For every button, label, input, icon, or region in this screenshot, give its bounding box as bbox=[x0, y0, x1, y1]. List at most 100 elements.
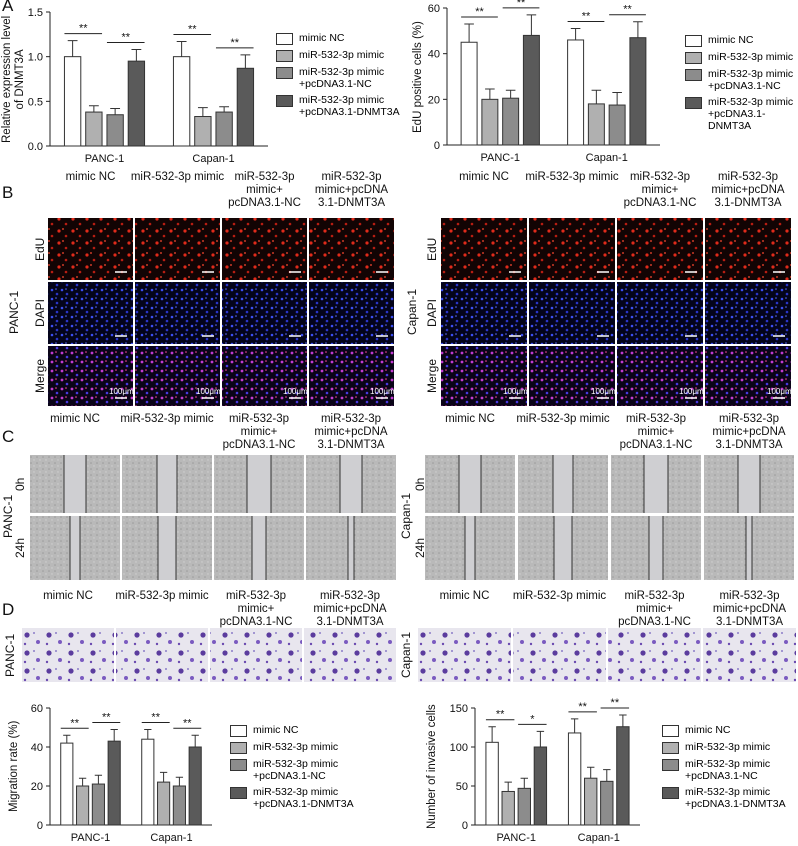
legend-label: miR-532-3p mimic bbox=[708, 51, 794, 63]
legend-swatch bbox=[685, 52, 702, 64]
legend-swatch bbox=[662, 787, 679, 799]
legend-entry: mimic NC bbox=[230, 724, 354, 737]
x-tick-label: PANC-1 bbox=[85, 153, 125, 165]
legend-entry: miR-532-3p mimic +pcDNA3.1-NC bbox=[276, 66, 400, 90]
x-tick-label: Capan-1 bbox=[586, 152, 628, 164]
y-tick-label: 1.5 bbox=[28, 7, 43, 19]
y-tick-label: 60 bbox=[428, 3, 440, 15]
bar bbox=[60, 742, 74, 826]
wound-edge bbox=[553, 516, 573, 580]
error-bar bbox=[591, 89, 602, 104]
legend-entry: miR-532-3p mimic +pcDNA3.1-NC bbox=[230, 758, 354, 782]
error-bar bbox=[464, 23, 474, 43]
panel-letter: A bbox=[2, 0, 14, 15]
micrograph bbox=[222, 282, 307, 344]
column-header: miR-532-3p mimic bbox=[115, 590, 209, 602]
legend-swatch bbox=[685, 35, 702, 47]
legend-label: miR-532-3p mimic +pcDNA3.1-DNMT3A bbox=[685, 786, 786, 810]
significance-label: ** bbox=[183, 717, 192, 729]
significance-label: * bbox=[530, 713, 535, 725]
cell-line-label: Capan-1 bbox=[398, 492, 413, 539]
error-bar bbox=[67, 40, 78, 57]
column-header: miR-532-3p mimic+pcDNA 3.1-DNMT3A bbox=[712, 413, 786, 451]
bar bbox=[485, 741, 499, 826]
bar bbox=[616, 726, 630, 826]
panel-letter: C bbox=[2, 427, 15, 446]
wound-gap bbox=[340, 455, 362, 513]
bar bbox=[587, 103, 605, 146]
scale-bar-label: 100μm bbox=[503, 387, 528, 396]
legend-label: miR-532-3p mimic +pcDNA3.1-DNMT3A bbox=[299, 94, 400, 118]
legend-label: miR-532-3p mimic bbox=[299, 49, 385, 61]
bar bbox=[141, 738, 155, 826]
bar bbox=[481, 98, 499, 146]
micrograph bbox=[705, 346, 791, 406]
bar bbox=[188, 746, 202, 826]
wound-gap bbox=[348, 516, 354, 580]
wound-gap bbox=[649, 516, 663, 580]
column-header: miR-532-3p mimic+ pcDNA3.1-NC bbox=[219, 590, 293, 628]
legend-entry: miR-532-3p mimic bbox=[230, 741, 354, 754]
wound-edge bbox=[643, 455, 669, 513]
legend-entry: miR-532-3p mimic bbox=[662, 741, 786, 754]
significance-label: ** bbox=[151, 711, 160, 723]
wound-edge bbox=[737, 455, 761, 513]
legend-entry: mimic NC bbox=[276, 32, 400, 45]
row-label: EdU bbox=[424, 237, 439, 261]
column-header: mimic NC bbox=[65, 171, 116, 183]
bar bbox=[629, 37, 647, 146]
y-axis-label: EdU positive cells (%) bbox=[411, 20, 424, 133]
legend-entry: miR-532-3p mimic +pcDNA3.1-DNMT3A bbox=[230, 786, 354, 810]
legend-label: miR-532-3p mimic +pcDNA3.1-NC bbox=[253, 758, 339, 782]
time-label: 0h bbox=[12, 477, 27, 491]
micrograph bbox=[513, 628, 606, 682]
significance-label: ** bbox=[79, 23, 88, 35]
legend-label: mimic NC bbox=[299, 32, 345, 44]
legend-entry: miR-532-3p mimic +pcDNA3.1-NC bbox=[662, 758, 786, 782]
legend-entry: miR-532-3p mimic +pcDNA3.1-DNMT3A bbox=[276, 94, 400, 118]
legend: mimic NC miR-532-3p mimic miR-532-3p mimic… bbox=[685, 34, 798, 132]
significance-label: ** bbox=[230, 37, 239, 49]
significance-label: ** bbox=[578, 701, 587, 713]
bar bbox=[522, 34, 540, 146]
bar bbox=[215, 111, 233, 147]
column-header: miR-532-3p mimic bbox=[120, 413, 214, 425]
cell-line-label: Capan-1 bbox=[398, 631, 413, 678]
bar bbox=[85, 111, 103, 147]
y-tick-label: 20 bbox=[31, 781, 43, 793]
bar bbox=[194, 116, 212, 147]
significance-label: ** bbox=[475, 6, 484, 18]
significance-label: ** bbox=[102, 711, 111, 723]
micrograph bbox=[418, 628, 511, 682]
legend-swatch bbox=[685, 69, 702, 81]
legend: mimic NC miR-532-3p mimic miR-532-3p mimic… bbox=[230, 724, 354, 810]
error-bar bbox=[175, 776, 184, 786]
row-label: Merge bbox=[424, 358, 439, 393]
significance-label: ** bbox=[517, 0, 526, 9]
error-bar bbox=[586, 766, 595, 779]
wound-edge bbox=[458, 455, 482, 513]
significance-label: ** bbox=[121, 32, 130, 44]
y-tick-label: 0 bbox=[434, 140, 440, 152]
error-bar bbox=[570, 718, 579, 733]
legend-entry: miR-532-3p mimic bbox=[685, 51, 798, 64]
legend-label: miR-532-3p mimic +pcDNA3.1-NC bbox=[685, 758, 771, 782]
row-label: DAPI bbox=[424, 298, 439, 327]
micrograph bbox=[705, 218, 791, 280]
panel-letter: D bbox=[2, 600, 15, 619]
time-label: 0h bbox=[412, 477, 427, 491]
micrograph bbox=[135, 282, 220, 344]
legend: mimic NC miR-532-3p mimic miR-532-3p mimic… bbox=[276, 32, 400, 118]
scale-bar-label: 100μm bbox=[679, 387, 704, 396]
error-bar bbox=[504, 781, 512, 792]
error-bar bbox=[63, 734, 71, 744]
column-header: miR-532-3p mimic+ pcDNA3.1-NC bbox=[222, 413, 296, 451]
legend-entry: miR-532-3p mimic +pcDNA3.1-DNMT3A bbox=[685, 96, 798, 132]
legend-swatch bbox=[230, 742, 247, 754]
time-label: 24h bbox=[12, 537, 27, 558]
legend-swatch bbox=[276, 33, 293, 45]
wound-edge bbox=[347, 516, 355, 580]
wound-gap bbox=[247, 455, 271, 513]
column-header: miR-532-3p mimic bbox=[130, 171, 225, 183]
bar bbox=[584, 777, 598, 826]
